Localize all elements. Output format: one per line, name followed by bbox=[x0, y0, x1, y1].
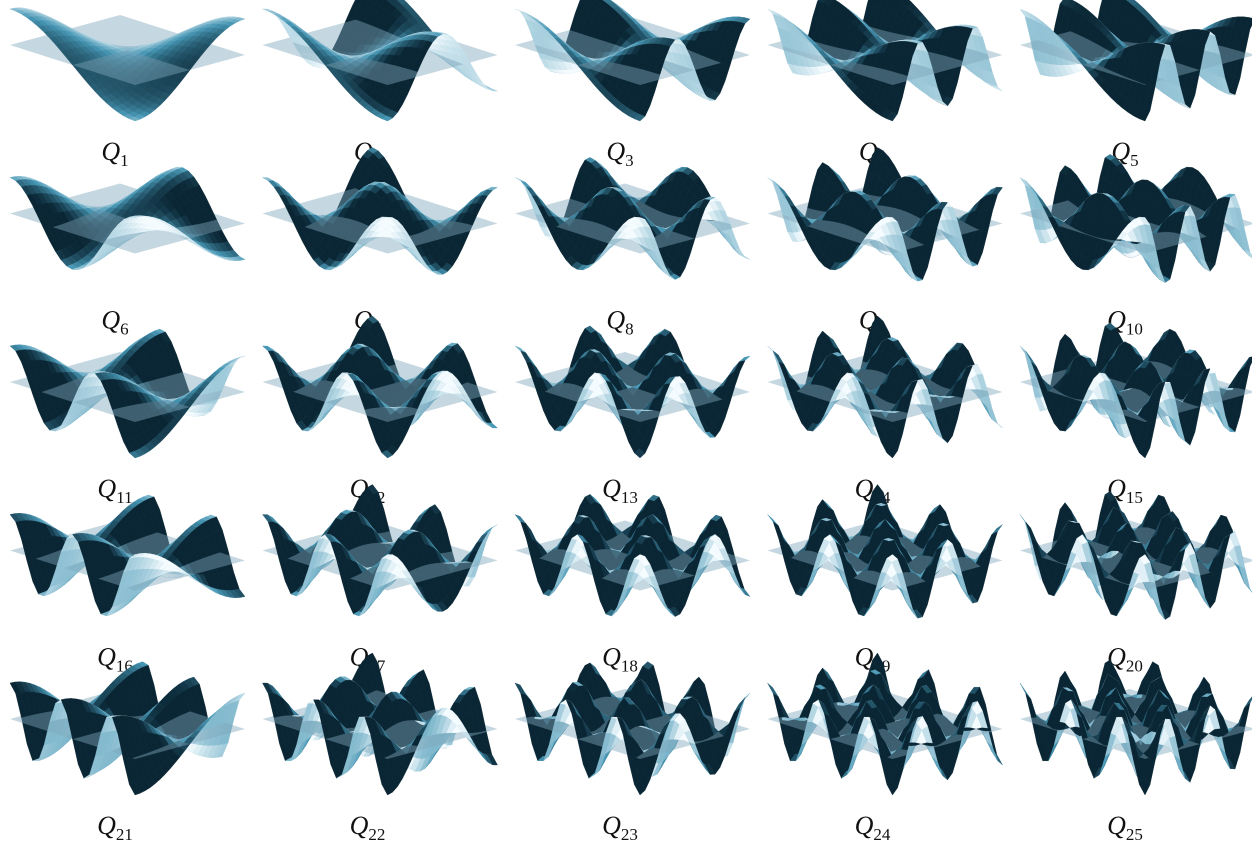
label-symbol: Q bbox=[606, 306, 625, 335]
surface-facet bbox=[318, 56, 331, 66]
surface-facet bbox=[273, 13, 286, 18]
surface-panel bbox=[767, 0, 1003, 122]
surface-facet bbox=[262, 8, 274, 12]
surface-facet bbox=[183, 61, 196, 71]
surface-facet bbox=[411, 58, 423, 72]
surface-panel bbox=[767, 147, 1003, 282]
surface-panel bbox=[262, 0, 498, 122]
panel-label: Q8 bbox=[606, 306, 633, 339]
label-symbol: Q bbox=[606, 137, 625, 166]
label-subscript: 6 bbox=[120, 320, 129, 339]
surface-facet bbox=[262, 177, 274, 182]
panel-label: Q6 bbox=[101, 306, 128, 339]
surface-panel bbox=[9, 7, 246, 122]
surface-facet bbox=[66, 56, 78, 66]
surface-facet bbox=[128, 116, 141, 122]
label-symbol: Q bbox=[101, 137, 120, 166]
surface-panel bbox=[1019, 0, 1252, 122]
surface-facet bbox=[381, 115, 393, 122]
label-subscript: 1 bbox=[120, 151, 129, 170]
surface-panel bbox=[514, 0, 751, 122]
surface-panel bbox=[514, 157, 751, 280]
surface-panel bbox=[262, 147, 499, 275]
label-symbol: Q bbox=[101, 306, 120, 335]
panel-label: Q1 bbox=[101, 137, 128, 170]
surface-panel bbox=[1019, 153, 1252, 284]
surface-panel bbox=[9, 166, 246, 271]
label-subscript: 10 bbox=[1126, 320, 1143, 339]
panel-label: Q3 bbox=[606, 137, 633, 170]
surface-panel bbox=[9, 328, 246, 459]
label-subscript: 5 bbox=[1130, 151, 1139, 170]
surface-facet bbox=[268, 11, 279, 15]
label-subscript: 3 bbox=[625, 151, 634, 170]
label-subscript: 8 bbox=[625, 320, 634, 339]
